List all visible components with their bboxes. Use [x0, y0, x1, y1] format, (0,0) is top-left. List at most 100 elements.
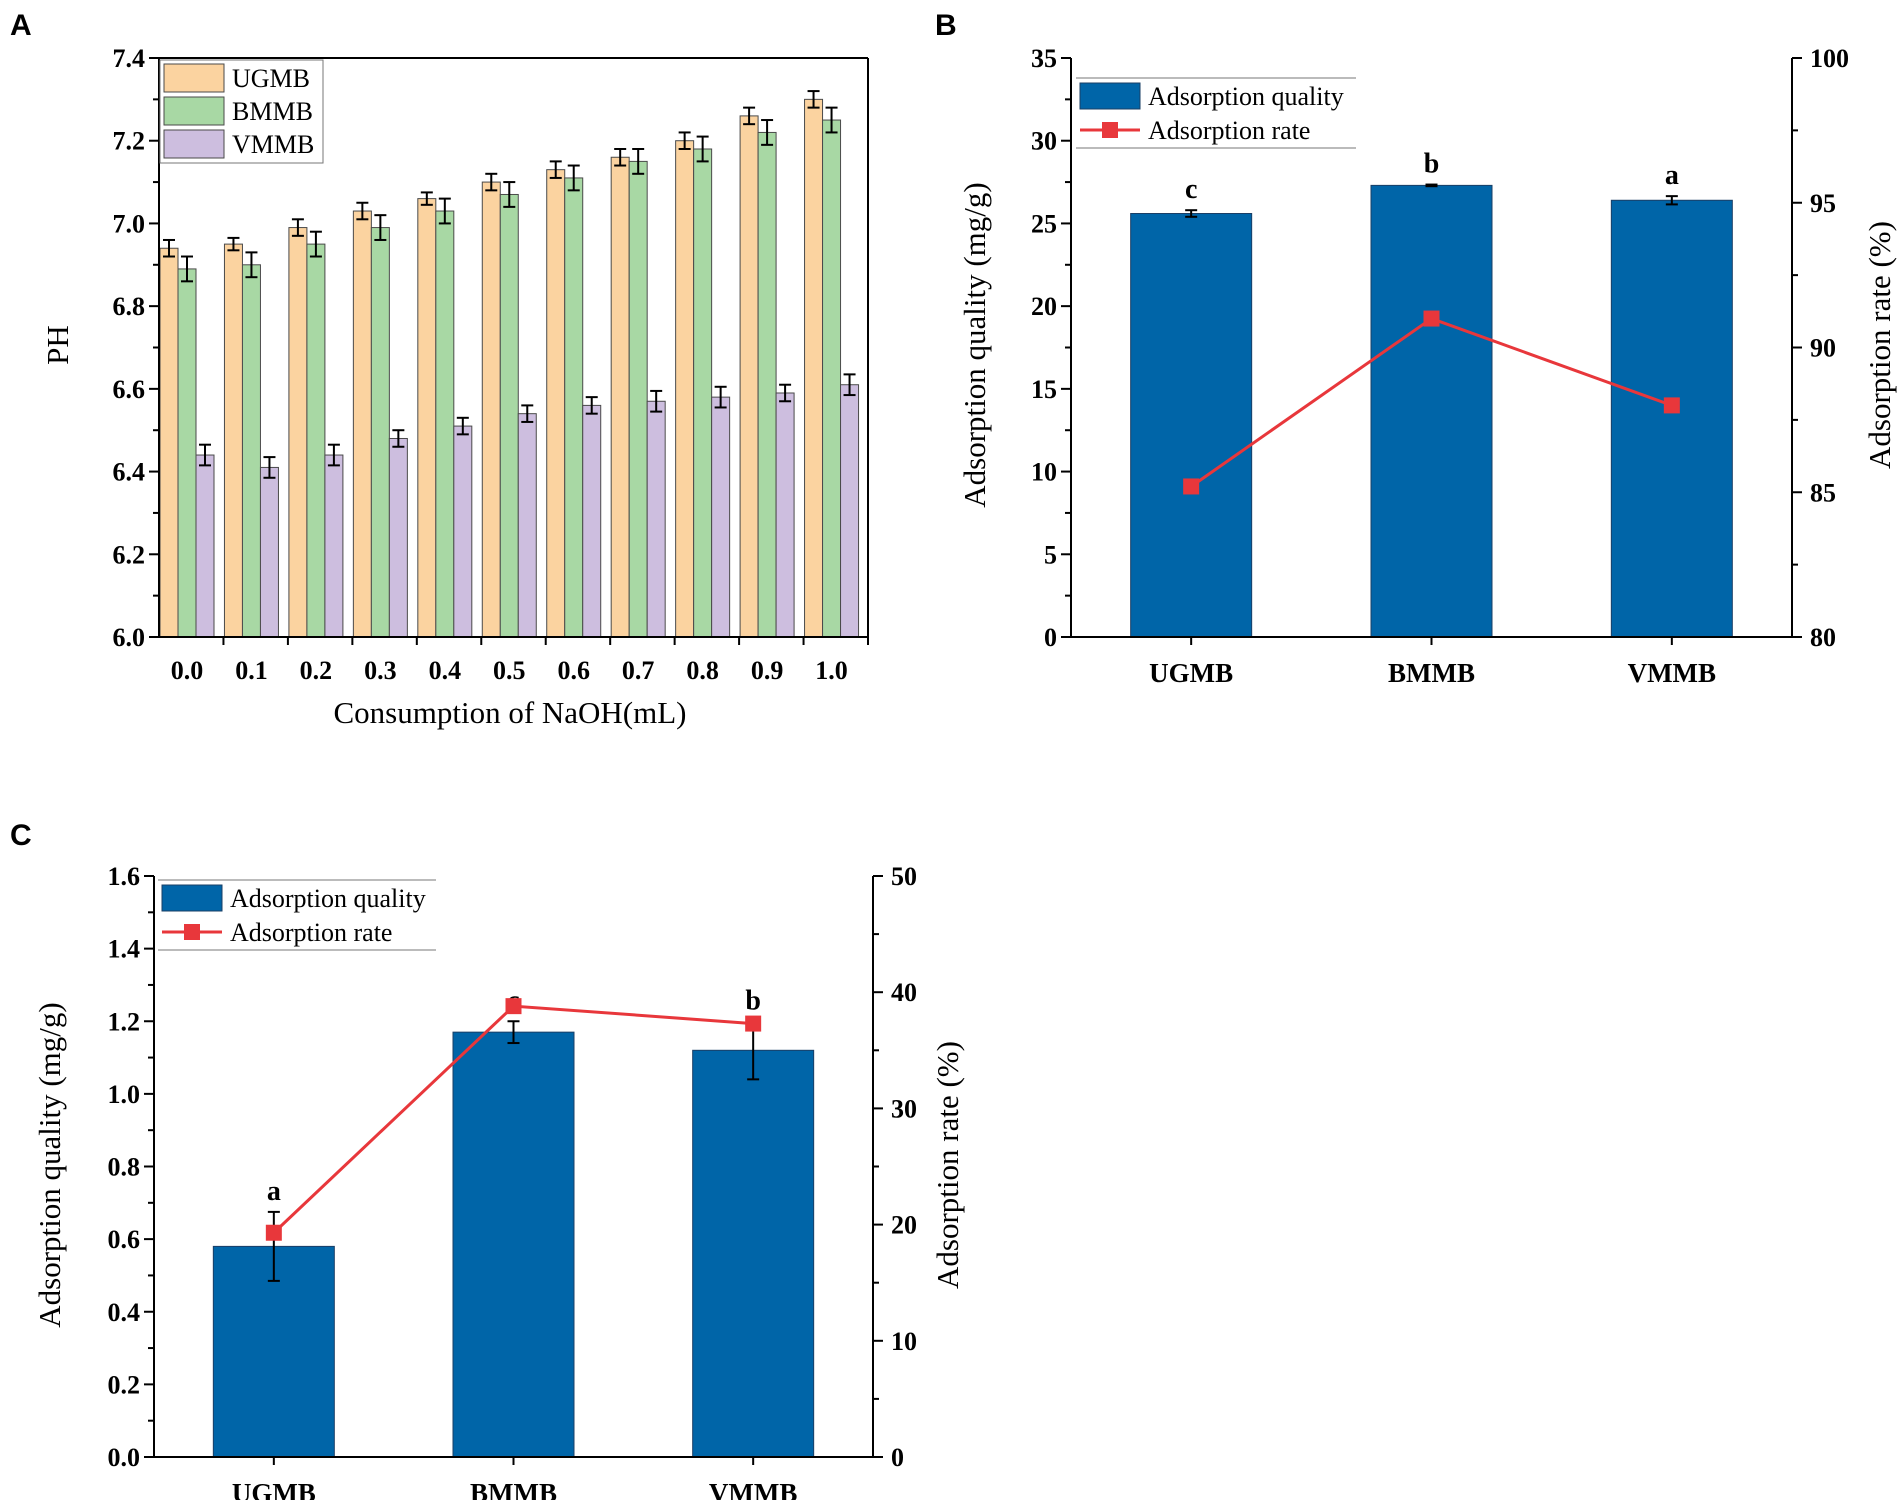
- x-tick-label: 0.3: [364, 656, 397, 685]
- panel-b-y2-tick-label: 95: [1810, 189, 1836, 218]
- bar-adsorption-quality: [692, 1049, 815, 1458]
- panel-b-y2-axis-title: Adsorption rate (%): [1862, 221, 1897, 469]
- bar-bmmb: [757, 131, 777, 638]
- bar-ugmb: [288, 227, 308, 638]
- x-tick-label: 1.0: [815, 656, 848, 685]
- x-tick-label: 0.9: [751, 656, 784, 685]
- legend-label-bmmb: BMMB: [232, 97, 313, 126]
- panel-a-x-axis-title: Consumption of NaOH(mL): [333, 695, 686, 730]
- panel-a-y-axis-title: PH: [40, 325, 75, 365]
- panel-a-y-tick-label: 6.8: [113, 292, 146, 321]
- panel-c-y-tick-label: 1.0: [108, 1080, 141, 1109]
- panel-a-chart: A 0.0 0.1 0.2 0.3 0.4 0.5 0.6 0.7 0.8 0.9 1.0 6.0 6.…: [10, 9, 869, 730]
- panel-c-y-tick-label: 1.4: [108, 935, 141, 964]
- bar-ugmb: [675, 140, 695, 638]
- bar-bmmb: [306, 243, 326, 638]
- legend-swatch-adsorption-quality: [1079, 82, 1141, 110]
- legend-label-adsorption-rate: Adsorption rate: [1148, 116, 1310, 145]
- panel-b-rate-line: [1183, 310, 1680, 495]
- panel-c-bars: acb: [212, 985, 815, 1458]
- x-tick-label: BMMB: [1388, 658, 1475, 688]
- legend-swatch-bmmb: [163, 96, 225, 126]
- panel-b-y-tick-label: 25: [1031, 209, 1057, 238]
- bar-bmmb: [693, 148, 713, 638]
- panel-a-bars: [159, 90, 860, 638]
- bar-ugmb: [739, 115, 759, 638]
- rate-marker: [745, 1015, 762, 1032]
- legend-swatch-ugmb: [163, 63, 225, 93]
- panel-c-y2-tick-label: 10: [891, 1327, 917, 1356]
- panel-c-y-tick-label: 0.2: [108, 1370, 141, 1399]
- bar-vmmb: [453, 425, 473, 638]
- significance-letter: b: [1424, 149, 1440, 180]
- panel-b-y-tick-label: 5: [1044, 540, 1057, 569]
- legend-label-vmmb: VMMB: [232, 130, 314, 159]
- bar-adsorption-quality: [1610, 199, 1733, 638]
- bar-bmmb: [177, 268, 197, 638]
- panel-b-y-tick-label: 30: [1031, 127, 1057, 156]
- significance-letter: b: [745, 985, 761, 1016]
- panel-c-y-tick-label: 1.6: [108, 862, 141, 891]
- bar-bmmb: [241, 264, 261, 638]
- panel-c-y2-tick-label: 20: [891, 1211, 917, 1240]
- bar-vmmb: [582, 404, 602, 638]
- bar-adsorption-quality: [1370, 184, 1493, 638]
- panel-c-y-tick-label: 1.2: [108, 1007, 141, 1036]
- bar-ugmb: [610, 156, 630, 638]
- panel-b-y-tick-label: 35: [1031, 44, 1057, 73]
- panel-a-y-tick-label: 6.6: [113, 375, 146, 404]
- panel-b-y-tick-label: 20: [1031, 292, 1057, 321]
- legend-swatch-adsorption-quality: [161, 884, 223, 912]
- x-tick-label: 0.7: [622, 656, 655, 685]
- significance-letter: a: [267, 1176, 281, 1207]
- panel-a-y-tick-label: 7.2: [113, 127, 146, 156]
- bar-bmmb: [499, 193, 519, 638]
- panel-c-legend: Adsorption quality Adsorption rate: [158, 879, 436, 951]
- bar-vmmb: [646, 400, 666, 638]
- bar-vmmb: [840, 384, 860, 638]
- panel-c-y-tick-label: 0.4: [108, 1298, 141, 1327]
- panel-a-y-tick-label: 7.0: [113, 209, 146, 238]
- panel-c-y2-axis-title: Adsorption rate (%): [930, 1041, 965, 1289]
- bar-vmmb: [259, 466, 279, 638]
- x-tick-label: 0.5: [493, 656, 526, 685]
- panel-c-y2-tick-label: 40: [891, 978, 917, 1007]
- bar-vmmb: [388, 437, 408, 638]
- bar-bmmb: [370, 227, 390, 638]
- rate-marker: [1183, 478, 1200, 495]
- x-tick-label: UGMB: [232, 1478, 316, 1500]
- panel-b-legend: Adsorption quality Adsorption rate: [1076, 77, 1356, 149]
- bar-vmmb: [324, 454, 344, 638]
- panel-b-y2-tick-label: 100: [1810, 44, 1849, 73]
- panel-a-y-tick-label: 6.2: [113, 540, 146, 569]
- panel-b-chart: B c b a UGMB BMMB VMMB 0 5 10 15 20 25 30 35 80 85 90 95…: [935, 9, 1897, 688]
- panel-c-y2-tick-label: 30: [891, 1094, 917, 1123]
- panel-c-y2-tick-label: 50: [891, 862, 917, 891]
- rate-marker: [505, 998, 522, 1015]
- x-tick-label: 0.1: [235, 656, 268, 685]
- legend-label-adsorption-quality: Adsorption quality: [1148, 82, 1344, 111]
- panel-c-y-tick-label: 0.0: [108, 1443, 141, 1472]
- x-tick-label: BMMB: [470, 1478, 557, 1500]
- panel-b-axes: UGMB BMMB VMMB 0 5 10 15 20 25 30 35 80 85 90 95 100: [1031, 44, 1849, 688]
- legend-label-ugmb: UGMB: [232, 64, 310, 93]
- bar-ugmb: [481, 181, 501, 638]
- bar-bmmb: [435, 210, 455, 638]
- panel-b-y-tick-label: 15: [1031, 375, 1057, 404]
- panel-a-legend: UGMB BMMB VMMB: [159, 59, 324, 164]
- panel-b-y2-tick-label: 90: [1810, 334, 1836, 363]
- rate-marker: [1423, 310, 1440, 327]
- panel-c-y-tick-label: 0.8: [108, 1153, 141, 1182]
- x-tick-label: 0.6: [557, 656, 590, 685]
- panel-a-axes: 0.0 0.1 0.2 0.3 0.4 0.5 0.6 0.7 0.8 0.9 1.0 6.0 6.2 6…: [113, 44, 869, 685]
- panel-c-axes: UGMB BMMB VMMB 0.0 0.2 0.4 0.6 0.8 1.0 1.2 1.4 1.6 0…: [108, 862, 918, 1500]
- panel-c-rate-line: [265, 998, 762, 1241]
- bar-ugmb: [223, 243, 243, 638]
- bar-adsorption-quality: [452, 1031, 575, 1458]
- rate-marker: [1663, 397, 1680, 414]
- panel-label-a: A: [10, 9, 32, 42]
- bar-vmmb: [711, 396, 731, 638]
- legend-marker-adsorption-rate: [1102, 122, 1118, 138]
- legend-label-adsorption-rate: Adsorption rate: [230, 918, 392, 947]
